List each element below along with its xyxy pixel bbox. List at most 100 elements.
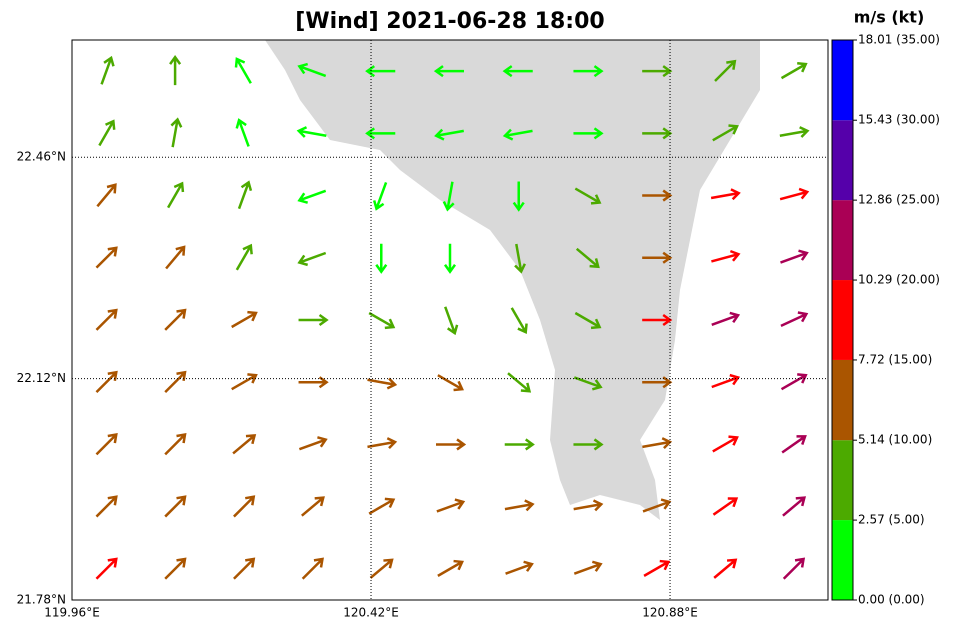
- wind-arrow: [502, 128, 533, 141]
- y-tick-label: 22.12°N: [17, 371, 66, 385]
- wind-arrow: [782, 496, 807, 517]
- land: [265, 40, 760, 520]
- wind-arrow: [369, 558, 394, 579]
- wind-arrow: [235, 118, 250, 147]
- wind-arrow: [233, 557, 256, 580]
- wind-arrow: [95, 557, 118, 580]
- wind-arrow: [365, 127, 396, 140]
- wind-arrow: [779, 187, 810, 201]
- wind-arrow: [782, 557, 806, 580]
- wind-arrow: [573, 438, 604, 451]
- wind-arrow: [297, 189, 327, 204]
- colorbar-label: 10.29 (20.00): [858, 273, 940, 287]
- wind-arrow: [642, 251, 673, 264]
- wind-arrow: [169, 54, 182, 86]
- wind-arrow: [512, 181, 525, 212]
- wind-arrow: [642, 189, 673, 202]
- wind-arrow: [514, 243, 526, 274]
- colorbar-band: [832, 40, 853, 121]
- wind-arrow: [237, 180, 253, 210]
- y-tick-label: 21.78°N: [17, 593, 66, 607]
- wind-arrow: [231, 373, 258, 391]
- wind-arrow: [433, 65, 464, 78]
- wind-arrow: [365, 65, 396, 78]
- wind-arrow: [504, 438, 535, 451]
- wind-arrow: [573, 65, 604, 78]
- wind-arrow: [164, 308, 187, 331]
- colorbar-band: [832, 120, 853, 201]
- wind-arrow: [95, 308, 118, 331]
- colorbar-band: [832, 200, 853, 281]
- y-tick-label: 22.46°N: [17, 150, 66, 164]
- wind-arrow: [297, 251, 327, 267]
- wind-arrow: [437, 559, 464, 577]
- wind-arrow: [233, 495, 256, 518]
- colorbar-label: 5.14 (10.00): [858, 433, 932, 447]
- wind-arrow: [436, 498, 466, 513]
- wind-arrow: [95, 433, 118, 456]
- wind-arrow: [712, 124, 739, 142]
- wind-arrow: [507, 372, 532, 393]
- colorbar-label: 18.01 (35.00): [858, 33, 940, 47]
- wind-arrow: [574, 187, 602, 205]
- wind-arrow: [780, 62, 808, 80]
- x-tick-label: 120.88°E: [642, 606, 698, 620]
- wind-arrow: [95, 495, 118, 518]
- colorbar-label: 2.57 (5.00): [858, 513, 925, 527]
- wind-arrow: [301, 557, 324, 580]
- wind-arrow: [443, 243, 457, 274]
- wind-arrow: [712, 497, 739, 516]
- wind-arrow: [95, 246, 118, 269]
- colorbar-band: [832, 280, 853, 360]
- wind-arrow: [444, 306, 459, 336]
- wind-arrow: [98, 119, 116, 147]
- colorbar-title: m/s (kt): [854, 8, 925, 27]
- wind-arrow: [164, 433, 187, 456]
- wind-arrow: [235, 243, 253, 271]
- wind-arrow: [780, 373, 808, 391]
- wind-arrow: [368, 497, 396, 515]
- wind-arrow: [298, 436, 328, 451]
- wind-arrow: [301, 496, 325, 517]
- wind-arrow: [164, 495, 187, 518]
- wind-arrow: [510, 307, 528, 334]
- wind-arrow: [713, 558, 738, 579]
- wind-arrow: [437, 374, 464, 392]
- wind-arrow: [642, 65, 673, 78]
- wind-arrow: [711, 249, 741, 263]
- colorbar-band: [832, 359, 853, 441]
- colorbar-label: 7.72 (15.00): [858, 352, 932, 366]
- wind-arrow: [297, 62, 327, 78]
- wind-arrow: [232, 434, 257, 455]
- colorbar-label: 12.86 (25.00): [858, 193, 940, 207]
- wind-arrow: [170, 117, 183, 148]
- wind-arrow: [781, 435, 807, 454]
- wind-arrow: [574, 311, 602, 330]
- wind-arrow: [505, 560, 534, 575]
- wind-arrow: [573, 127, 604, 140]
- wind-arrow: [100, 55, 115, 85]
- wind-arrow: [298, 313, 329, 327]
- wind-arrow: [375, 243, 388, 274]
- colorbar-label: 15.43 (30.00): [858, 113, 940, 127]
- wind-arrow: [164, 557, 187, 580]
- colorbar-band: [832, 440, 853, 521]
- x-tick-label: 119.96°E: [44, 606, 100, 620]
- wind-arrow: [95, 370, 118, 394]
- wind-arrow: [367, 437, 398, 450]
- wind-arrow: [573, 499, 604, 512]
- wind-arrow: [712, 435, 739, 453]
- wind-arrow: [779, 126, 810, 138]
- wind-arrow: [165, 245, 186, 270]
- wind-arrow: [434, 128, 465, 141]
- wind-arrow: [442, 181, 455, 212]
- wind-arrow: [573, 376, 603, 391]
- colorbar-band: [832, 520, 853, 600]
- wind-arrow: [573, 560, 603, 575]
- wind-arrow: [504, 499, 535, 512]
- colorbar-label: 0.00 (0.00): [858, 593, 925, 607]
- wind-arrow: [234, 57, 252, 84]
- wind-arrow: [710, 188, 741, 201]
- wind-arrow: [643, 559, 671, 577]
